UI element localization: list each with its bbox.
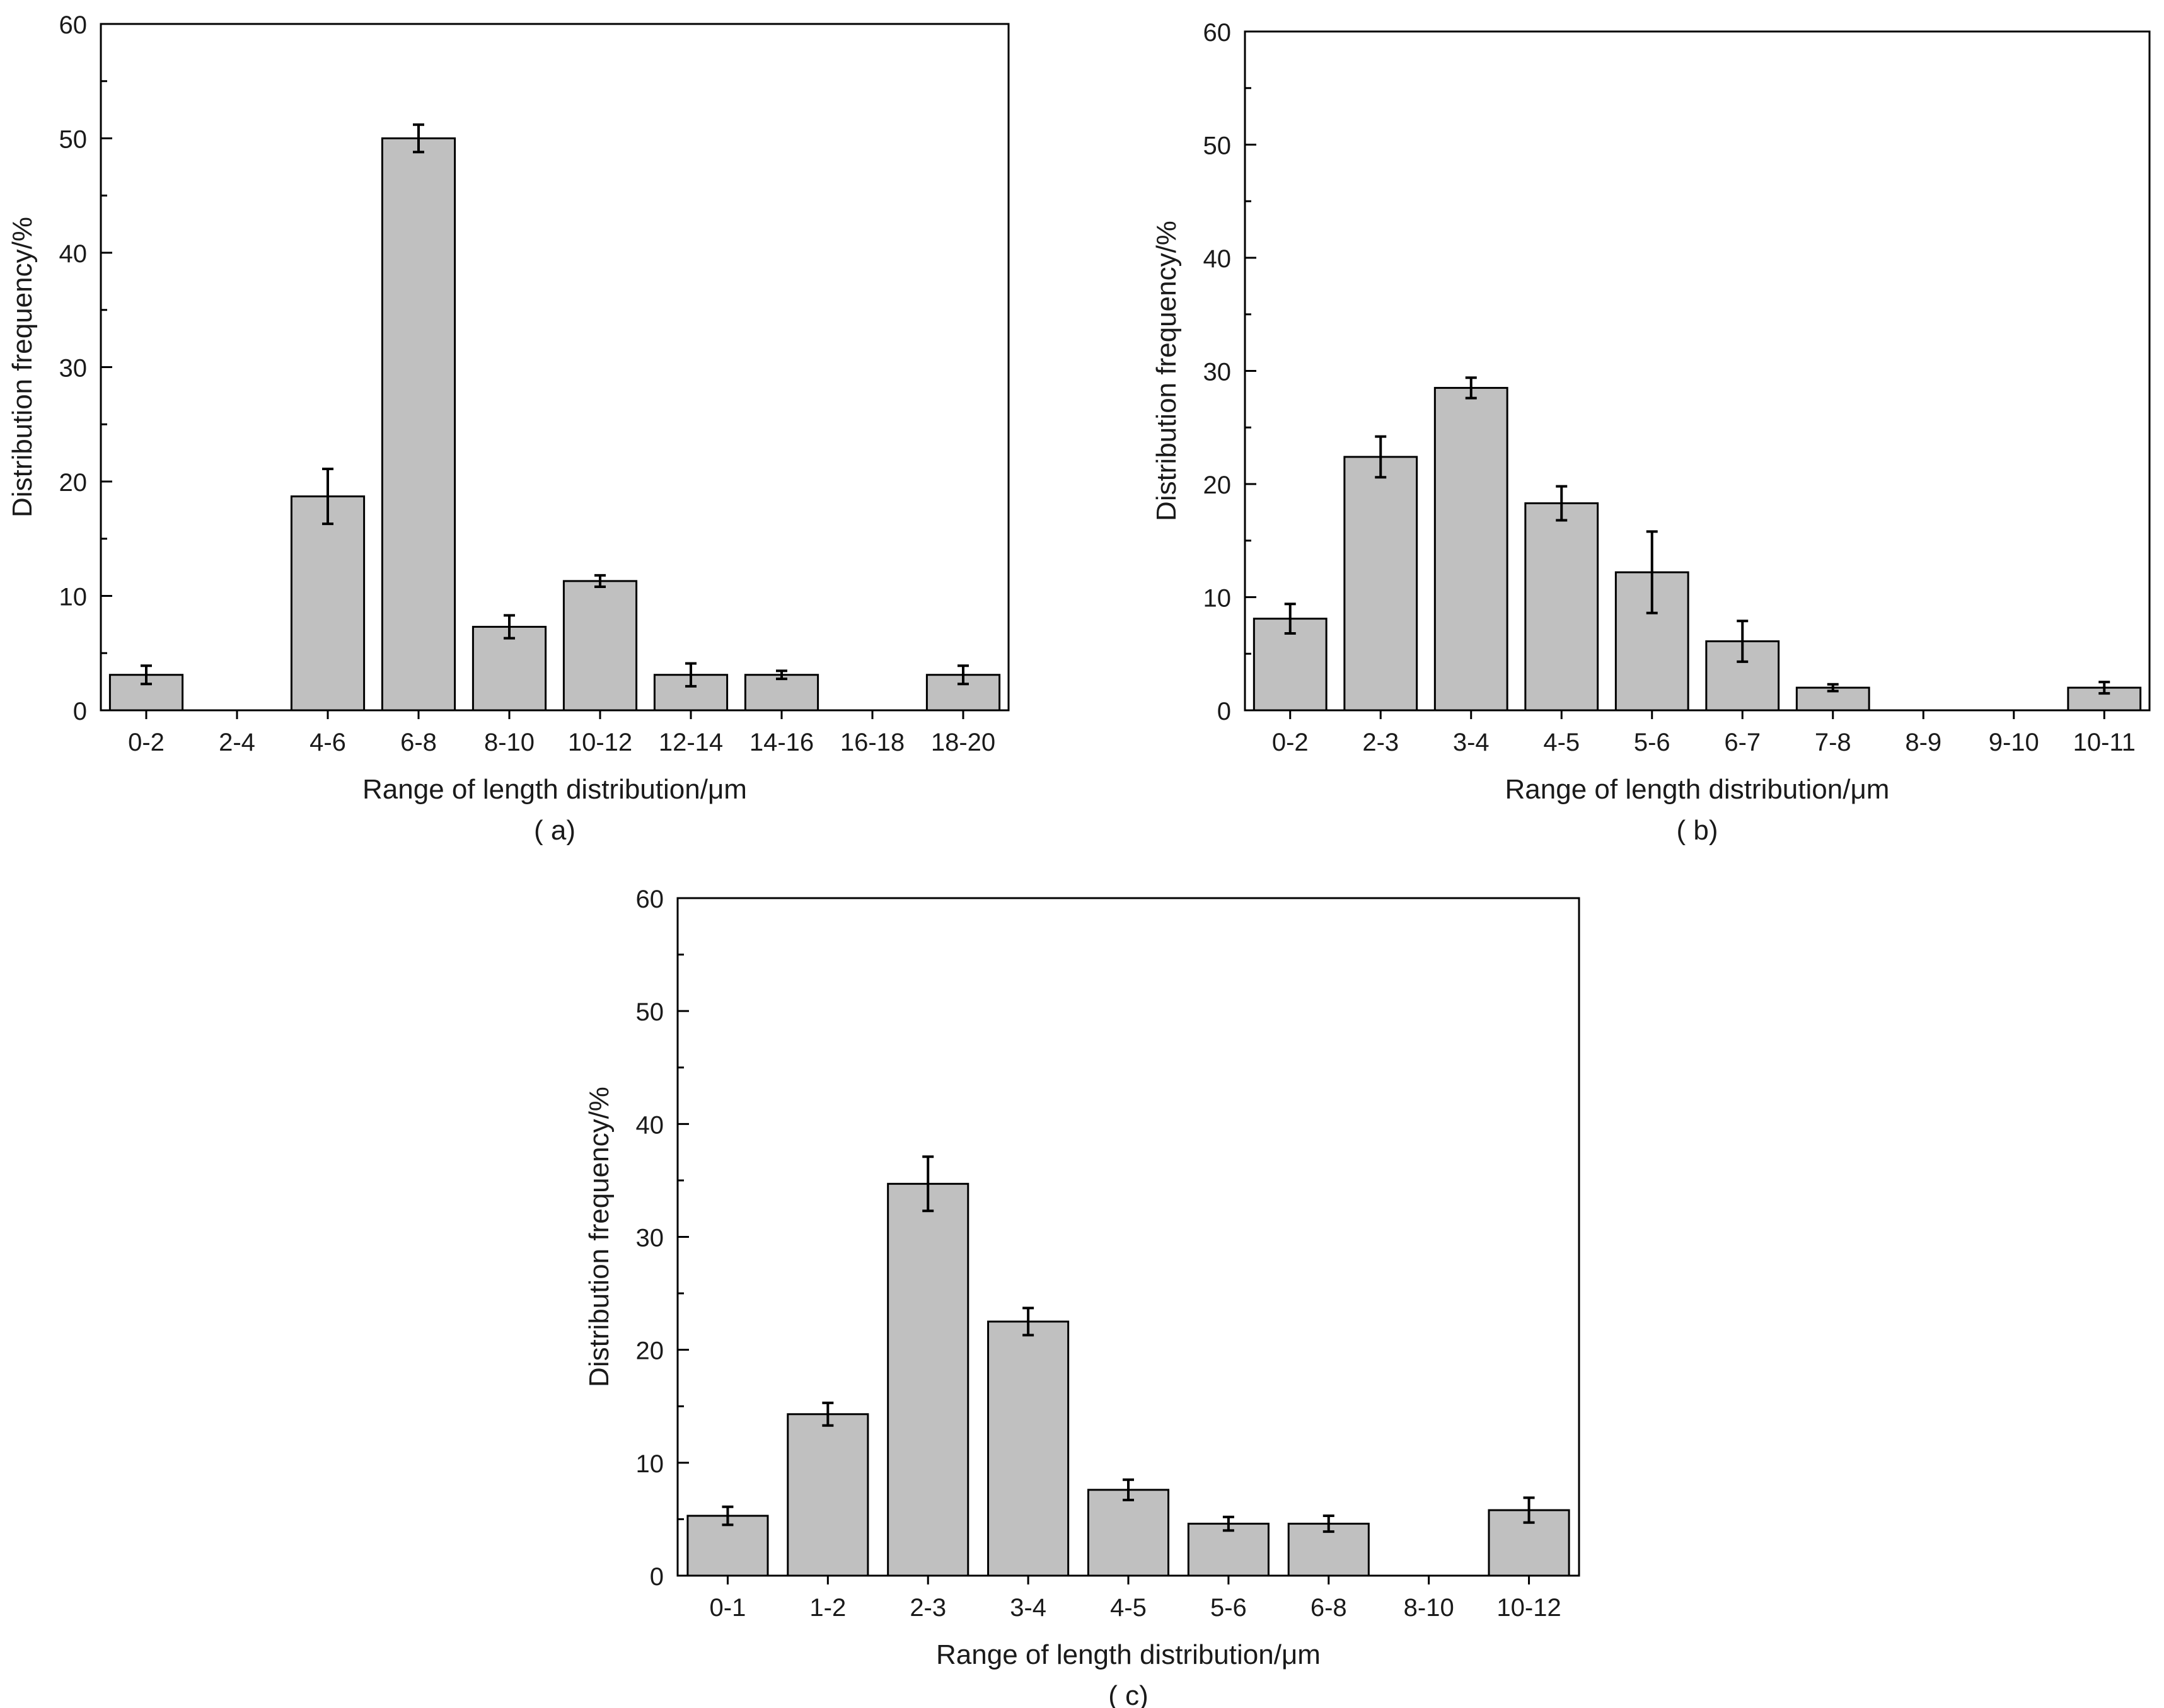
x-tick-label-b-7-8: 7-8 (1815, 729, 1851, 756)
x-tick-label-c-4-5: 4-5 (1110, 1594, 1147, 1622)
x-tick-label-a-18-20: 18-20 (931, 729, 995, 756)
y-tick-label-a: 50 (59, 126, 88, 154)
x-tick-label-c-0-1: 0-1 (710, 1594, 746, 1622)
y-tick-label-a: 30 (59, 355, 88, 383)
y-axis-label-a: Distribution frequency/% (7, 217, 38, 517)
bar-c-2-3 (887, 1182, 969, 1577)
y-tick-label-c: 0 (650, 1563, 664, 1591)
x-tick-label-b-8-9: 8-9 (1905, 729, 1941, 756)
x-tick-label-b-10-11: 10-11 (2073, 729, 2136, 756)
y-axis-label-b: Distribution frequency/% (1151, 221, 1182, 521)
panel-label-c: ( c) (1108, 1680, 1149, 1708)
bar-c-4-5 (1087, 1489, 1170, 1577)
x-tick-label-b-4-5: 4-5 (1543, 729, 1580, 756)
y-tick-label-c: 50 (636, 998, 664, 1026)
y-tick-label-a: 10 (59, 584, 88, 611)
x-tick-label-b-9-10: 9-10 (1989, 729, 2039, 756)
bar-c-1-2 (787, 1413, 869, 1577)
y-tick-label-a: 20 (59, 469, 88, 497)
x-tick-label-a-2-4: 2-4 (219, 729, 255, 756)
y-tick-label-b: 50 (1203, 132, 1232, 160)
y-tick-label-a: 0 (73, 698, 87, 725)
bar-b-2-3 (1343, 456, 1418, 712)
error-bars-c (722, 1155, 1535, 1533)
chart-panel-a: 0 10 20 30 40 50 60 0-2 2-4 4-6 6-8 8-10 10-12 12-14 1… (7, 11, 1010, 846)
x-tick-label-c-1-2: 1-2 (809, 1594, 846, 1622)
x-axis-label-c: Range of length distribution/μm (936, 1639, 1321, 1670)
y-tick-label-c: 20 (636, 1337, 664, 1365)
bar-a-8-10 (472, 626, 547, 712)
x-tick-label-a-8-10: 8-10 (484, 729, 535, 756)
chart-panel-c: 0 10 20 30 40 50 60 0-1 1-2 2-3 3-4 4-5 5-6 6-8 8-10 10… (584, 886, 1580, 1708)
x-tick-label-a-12-14: 12-14 (659, 729, 723, 756)
y-tick-label-b: 60 (1203, 19, 1232, 47)
y-tick-label-b: 20 (1203, 471, 1232, 499)
x-tick-label-a-14-16: 14-16 (749, 729, 814, 756)
x-axis-label-a: Range of length distribution/μm (362, 774, 747, 805)
bar-a-6-8 (381, 137, 456, 712)
x-axis-label-b: Range of length distribution/μm (1505, 774, 1890, 805)
bar-a-14-16 (744, 674, 819, 712)
y-tick-label-b: 40 (1203, 245, 1232, 273)
y-axis-label-c: Distribution frequency/% (584, 1087, 615, 1387)
x-tick-label-c-5-6: 5-6 (1210, 1594, 1247, 1622)
bars-b (1253, 386, 2142, 712)
x-tick-label-c-8-10: 8-10 (1404, 1594, 1454, 1622)
x-tick-label-c-2-3: 2-3 (910, 1594, 946, 1622)
x-tick-label-b-5-6: 5-6 (1634, 729, 1670, 756)
y-tick-label-c: 60 (636, 886, 664, 913)
y-tick-label-c: 40 (636, 1111, 664, 1139)
axes-c: 0 10 20 30 40 50 60 0-1 1-2 2-3 3-4 4-5 5-6 6-8 8-10 10… (636, 886, 1561, 1622)
bar-a-10-12 (562, 580, 638, 712)
axes-b: 0 10 20 30 40 50 60 0-2 2-3 3-4 4-5 5-6 6-7 7-8 8-9 9-1… (1203, 19, 2136, 756)
error-bars-a (141, 123, 969, 688)
axes-a: 0 10 20 30 40 50 60 0-2 2-4 4-6 6-8 8-10 10-12 12-14 1… (59, 11, 996, 756)
x-tick-label-a-6-8: 6-8 (400, 729, 437, 756)
y-tick-label-b: 0 (1217, 698, 1231, 725)
x-tick-label-a-4-6: 4-6 (310, 729, 346, 756)
x-tick-label-b-3-4: 3-4 (1453, 729, 1490, 756)
panel-label-a: ( a) (534, 815, 576, 846)
y-tick-label-b: 30 (1203, 359, 1232, 386)
chart-panel-b: 0 10 20 30 40 50 60 0-2 2-3 3-4 4-5 5-6 6-7 7-8 8-9 9-1… (1151, 19, 2151, 846)
bar-b-4-5 (1524, 502, 1599, 712)
error-bars-b (1284, 376, 2110, 695)
x-tick-label-a-16-18: 16-18 (840, 729, 905, 756)
panel-label-b: ( b) (1677, 815, 1718, 846)
y-tick-label-c: 30 (636, 1225, 664, 1252)
y-tick-label-b: 10 (1203, 585, 1232, 613)
x-tick-label-a-0-2: 0-2 (128, 729, 165, 756)
x-tick-label-b-6-7: 6-7 (1724, 729, 1761, 756)
x-tick-label-a-10-12: 10-12 (568, 729, 632, 756)
x-tick-label-b-2-3: 2-3 (1362, 729, 1399, 756)
bar-b-3-4 (1433, 386, 1508, 712)
y-tick-label-c: 10 (636, 1450, 664, 1478)
x-tick-label-c-3-4: 3-4 (1010, 1594, 1046, 1622)
bar-c-3-4 (987, 1320, 1070, 1577)
x-tick-label-c-6-8: 6-8 (1311, 1594, 1347, 1622)
bar-a-4-6 (290, 495, 366, 712)
y-tick-label-a: 40 (59, 240, 88, 268)
x-tick-label-b-0-2: 0-2 (1272, 729, 1309, 756)
y-tick-label-a: 60 (59, 11, 88, 39)
x-tick-label-c-10-12: 10-12 (1496, 1594, 1561, 1622)
